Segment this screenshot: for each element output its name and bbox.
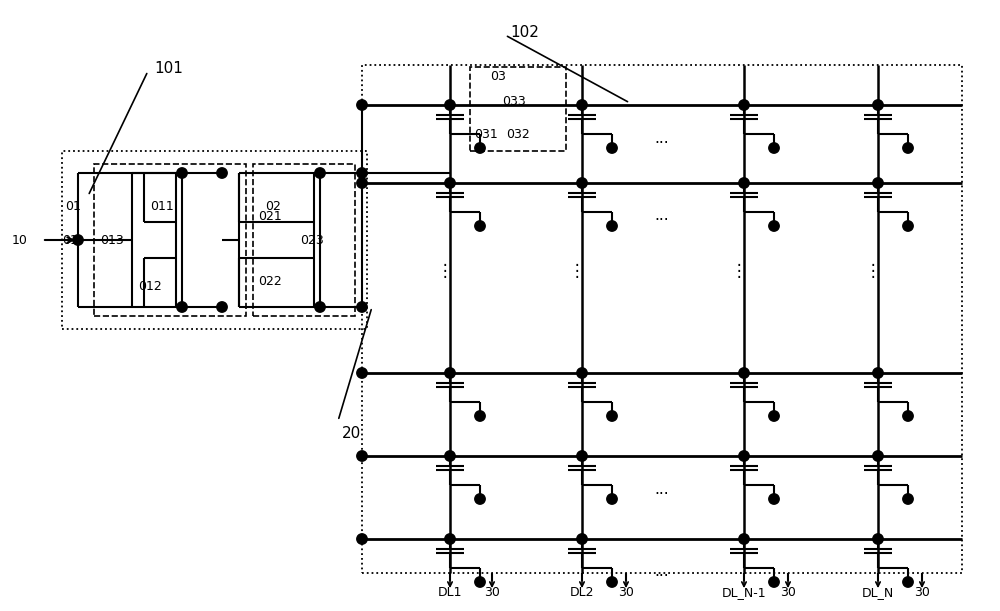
Circle shape bbox=[445, 178, 455, 188]
Text: 022: 022 bbox=[258, 274, 282, 288]
Bar bbox=[362, 65, 962, 573]
Circle shape bbox=[769, 577, 779, 587]
Circle shape bbox=[475, 143, 485, 153]
Bar bbox=[470, 67, 566, 151]
Circle shape bbox=[315, 302, 325, 312]
Circle shape bbox=[873, 451, 883, 461]
Text: 02: 02 bbox=[265, 200, 281, 213]
Circle shape bbox=[903, 221, 913, 231]
Text: ···: ··· bbox=[655, 213, 669, 229]
Circle shape bbox=[475, 577, 485, 587]
Circle shape bbox=[873, 534, 883, 544]
Circle shape bbox=[315, 168, 325, 178]
Circle shape bbox=[607, 411, 617, 421]
Bar bbox=[62, 151, 367, 329]
Text: DL_N-1: DL_N-1 bbox=[722, 587, 766, 599]
Text: ···: ··· bbox=[655, 569, 669, 585]
Text: 023: 023 bbox=[300, 233, 324, 246]
Circle shape bbox=[73, 235, 83, 245]
Text: ···: ··· bbox=[655, 486, 669, 502]
Text: 101: 101 bbox=[154, 60, 183, 76]
Circle shape bbox=[903, 411, 913, 421]
Text: 30: 30 bbox=[618, 587, 634, 599]
Circle shape bbox=[445, 368, 455, 378]
Circle shape bbox=[577, 368, 587, 378]
Circle shape bbox=[739, 534, 749, 544]
Circle shape bbox=[903, 494, 913, 504]
Circle shape bbox=[445, 534, 455, 544]
Bar bbox=[253, 164, 355, 316]
Circle shape bbox=[607, 143, 617, 153]
Circle shape bbox=[739, 368, 749, 378]
Text: 011: 011 bbox=[150, 200, 174, 213]
Circle shape bbox=[357, 178, 367, 188]
Circle shape bbox=[873, 368, 883, 378]
Circle shape bbox=[607, 577, 617, 587]
Text: 30: 30 bbox=[484, 587, 500, 599]
Circle shape bbox=[357, 168, 367, 178]
Text: 102: 102 bbox=[510, 24, 539, 40]
Circle shape bbox=[873, 100, 883, 110]
Text: 20: 20 bbox=[342, 425, 361, 441]
Circle shape bbox=[177, 302, 187, 312]
Circle shape bbox=[873, 178, 883, 188]
Circle shape bbox=[357, 451, 367, 461]
Circle shape bbox=[739, 451, 749, 461]
Circle shape bbox=[577, 178, 587, 188]
Text: DL2: DL2 bbox=[570, 587, 594, 599]
Circle shape bbox=[475, 221, 485, 231]
Circle shape bbox=[177, 168, 187, 178]
Circle shape bbox=[739, 100, 749, 110]
Text: 021: 021 bbox=[258, 210, 282, 222]
Circle shape bbox=[357, 100, 367, 110]
Circle shape bbox=[217, 168, 227, 178]
Circle shape bbox=[769, 494, 779, 504]
Circle shape bbox=[607, 494, 617, 504]
Text: ⋮: ⋮ bbox=[731, 262, 747, 280]
Text: 032: 032 bbox=[506, 128, 530, 141]
Circle shape bbox=[903, 143, 913, 153]
Text: ⋮: ⋮ bbox=[437, 262, 453, 280]
Circle shape bbox=[577, 534, 587, 544]
Circle shape bbox=[475, 494, 485, 504]
Circle shape bbox=[607, 221, 617, 231]
Circle shape bbox=[357, 368, 367, 378]
Text: 033: 033 bbox=[502, 95, 526, 108]
Text: 013: 013 bbox=[100, 233, 124, 246]
Text: ⋮: ⋮ bbox=[865, 262, 881, 280]
Text: 031: 031 bbox=[474, 128, 498, 141]
Circle shape bbox=[357, 302, 367, 312]
Text: 012: 012 bbox=[138, 279, 162, 293]
Circle shape bbox=[217, 302, 227, 312]
Circle shape bbox=[769, 221, 779, 231]
Text: 01: 01 bbox=[62, 233, 78, 246]
Text: DL1: DL1 bbox=[438, 587, 462, 599]
Circle shape bbox=[739, 178, 749, 188]
Text: 30: 30 bbox=[780, 587, 796, 599]
Circle shape bbox=[475, 411, 485, 421]
Bar bbox=[94, 164, 246, 316]
Circle shape bbox=[769, 411, 779, 421]
Circle shape bbox=[769, 143, 779, 153]
Circle shape bbox=[577, 451, 587, 461]
Circle shape bbox=[445, 451, 455, 461]
Circle shape bbox=[577, 100, 587, 110]
Text: ···: ··· bbox=[655, 136, 669, 150]
Text: DL_N: DL_N bbox=[862, 587, 894, 599]
Circle shape bbox=[357, 534, 367, 544]
Text: 10: 10 bbox=[12, 233, 28, 246]
Text: ⋮: ⋮ bbox=[569, 262, 585, 280]
Circle shape bbox=[903, 577, 913, 587]
Circle shape bbox=[445, 100, 455, 110]
Text: 03: 03 bbox=[490, 70, 506, 82]
Text: 30: 30 bbox=[914, 587, 930, 599]
Text: 01: 01 bbox=[65, 200, 81, 213]
